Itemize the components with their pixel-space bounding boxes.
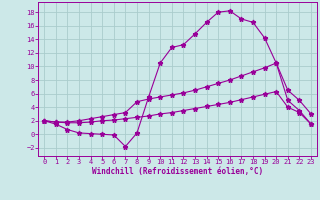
X-axis label: Windchill (Refroidissement éolien,°C): Windchill (Refroidissement éolien,°C) <box>92 167 263 176</box>
